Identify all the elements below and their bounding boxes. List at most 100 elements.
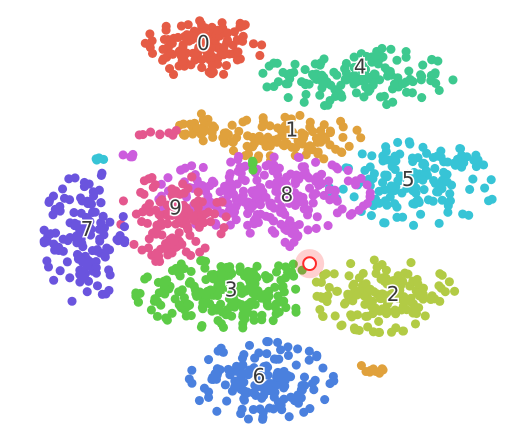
cluster-8-point (226, 157, 236, 167)
cluster-4-point (430, 69, 440, 79)
cluster-2-point (426, 294, 436, 305)
cluster-3-point (218, 322, 229, 332)
cluster-1-point (238, 117, 248, 127)
cluster-0-point (173, 32, 183, 42)
cluster-5-point (410, 172, 420, 182)
cluster-4-point (377, 43, 387, 53)
cluster-3-point (243, 307, 253, 318)
cluster-2-point (321, 269, 331, 279)
stray-point (285, 216, 295, 226)
cluster-3-point (264, 273, 274, 283)
cluster-label-7: 7 (81, 217, 94, 241)
cluster-4-point (448, 75, 458, 85)
cluster-4-point (363, 72, 373, 82)
cluster-3-point (271, 299, 281, 309)
cluster-6-point (254, 348, 264, 358)
cluster-9-point (182, 222, 192, 232)
cluster-4-point (297, 77, 307, 87)
cluster-6-point (276, 400, 286, 410)
cluster-8-point (324, 176, 334, 186)
cluster-9-point (199, 218, 209, 228)
cluster-3-point (197, 320, 207, 331)
cluster-9-point (169, 190, 179, 200)
cluster-0-point (238, 21, 248, 31)
cluster-8-point (274, 163, 284, 173)
cluster-2-point (410, 303, 420, 313)
cluster-8-point (266, 201, 276, 211)
cluster-8-point (231, 195, 241, 205)
cluster-7-point (44, 196, 55, 206)
cluster-1-point (257, 122, 267, 132)
cluster-7-point (119, 222, 130, 232)
cluster-1-point (234, 126, 244, 136)
cluster-0-point (161, 21, 171, 31)
cluster-8-point (255, 200, 266, 210)
cluster-8-point (233, 154, 243, 165)
cluster-7-point (98, 211, 108, 221)
cluster-3-point (133, 297, 143, 307)
cluster-0-point (223, 28, 233, 38)
cluster-5-point (395, 149, 405, 159)
cluster-3-point (274, 307, 284, 317)
cluster-9-point (118, 196, 128, 206)
cluster-9-point (186, 250, 196, 260)
cluster-8-point (264, 159, 274, 170)
cluster-4-point (349, 52, 359, 62)
cluster-9-point (181, 203, 191, 213)
cluster-4-point (273, 77, 283, 87)
cluster-4-point (318, 80, 328, 90)
cluster-3-point (203, 286, 213, 296)
cluster-4-point (289, 67, 299, 78)
cluster-5-point (390, 199, 400, 209)
cluster-5-point (464, 210, 474, 220)
cluster-0-point (238, 36, 248, 46)
cluster-9-point (139, 176, 149, 186)
cluster-4-point (417, 93, 427, 103)
cluster-7-point (70, 173, 80, 183)
cluster-6-point (222, 396, 232, 406)
cluster-6-point (286, 392, 296, 402)
cluster-6-point (304, 346, 314, 356)
cluster-1-point (313, 147, 323, 157)
cluster-2-point (382, 294, 392, 304)
cluster-7-point (97, 289, 107, 299)
cluster-6-point (263, 362, 273, 372)
cluster-5-point (480, 183, 490, 193)
cluster-5-point (468, 174, 478, 184)
cluster-7-point (89, 191, 99, 201)
cluster-8-point (250, 214, 260, 224)
cluster-label-2: 2 (387, 282, 400, 306)
cluster-0-point (255, 50, 265, 61)
cluster-7-point (65, 195, 75, 205)
cluster-5-point (387, 182, 397, 192)
cluster-8-point (270, 228, 280, 238)
cluster-8-point (343, 165, 353, 175)
cluster-5-point (486, 175, 496, 185)
cluster-7-point (85, 216, 95, 226)
cluster-3-point (146, 305, 156, 315)
stray-point (293, 230, 303, 241)
cluster-2-point (358, 268, 368, 278)
cluster-1-point (315, 133, 325, 143)
cluster-8-point (230, 207, 240, 217)
cluster-4-point (386, 44, 396, 54)
cluster-8-point (362, 180, 372, 190)
cluster-3-point (291, 284, 301, 294)
cluster-3-point (184, 278, 194, 288)
cluster-4-point (283, 93, 293, 103)
cluster-6-point (220, 380, 230, 390)
cluster-6-point (318, 363, 328, 373)
cluster-1-point (338, 132, 348, 142)
points-layer (39, 16, 497, 424)
cluster-3-point (208, 274, 218, 284)
cluster-0-point (140, 38, 150, 48)
cluster-4-point (258, 68, 268, 78)
cluster-4-point (337, 92, 347, 102)
cluster-3-point (152, 311, 162, 321)
cluster-2-point (311, 277, 321, 287)
cluster-4-point (329, 67, 339, 77)
cluster-3-point (278, 281, 288, 291)
cluster-2-point (410, 319, 421, 329)
cluster-6-point (279, 382, 289, 392)
cluster-5-point (437, 195, 447, 205)
